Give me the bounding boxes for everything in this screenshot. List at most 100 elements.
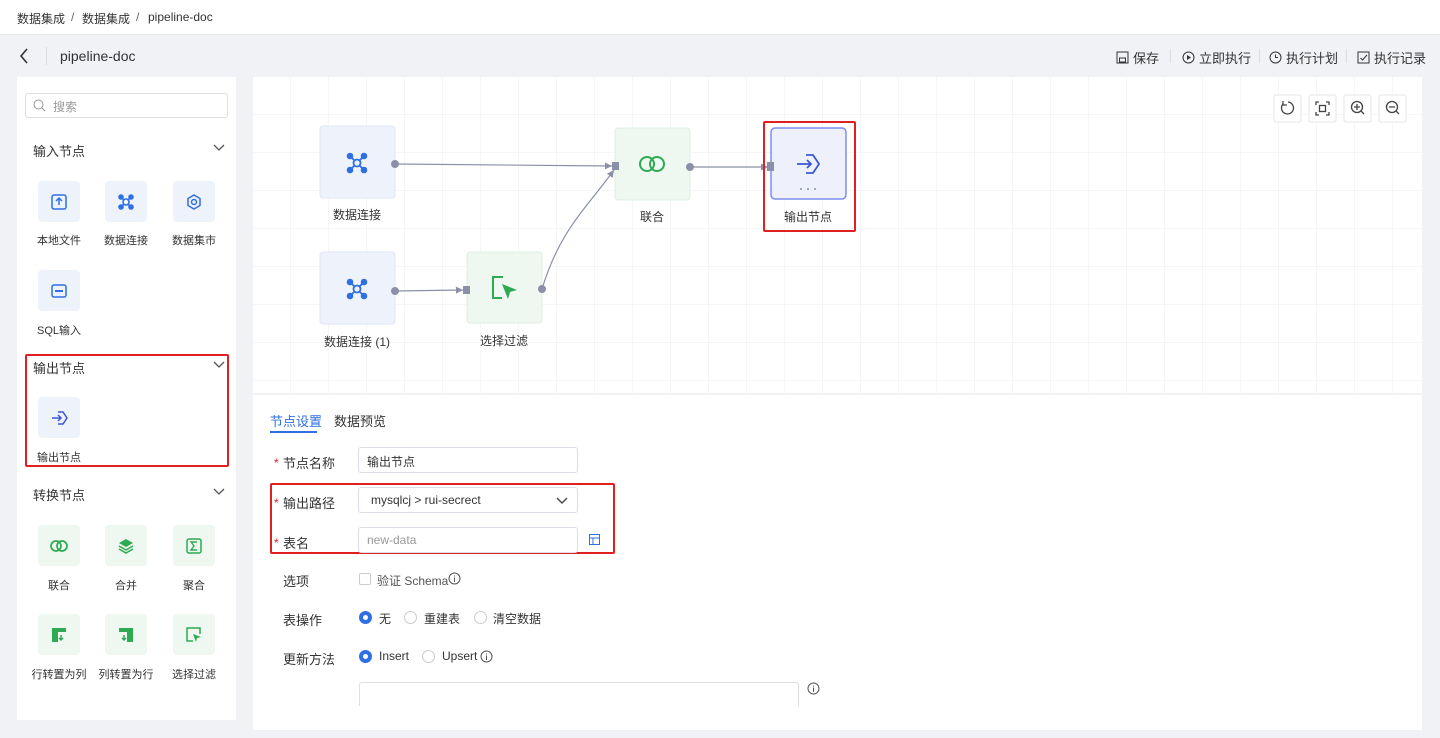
radio-label: 重建表 (424, 612, 461, 626)
palette-node[interactable] (105, 614, 147, 655)
info-icon[interactable] (448, 572, 461, 585)
search-placeholder: 搜索 (53, 100, 78, 114)
radio-label: Insert (379, 649, 410, 663)
divider (1259, 49, 1260, 63)
action-label: 执行计划 (1286, 51, 1339, 66)
radio-label: 无 (379, 612, 392, 626)
tab-underline (270, 431, 317, 433)
group-title[interactable]: 输出节点 (33, 361, 86, 376)
pipeline-canvas[interactable]: 数据连接 数据连接 (1) 选择过滤 联合 (253, 77, 1422, 393)
page-title: pipeline-doc (60, 48, 136, 64)
collapse-icon[interactable] (212, 487, 226, 497)
flow-node[interactable]: 数据连接 (319, 125, 399, 222)
required-mark: * (274, 496, 279, 510)
node-label: 选择过滤 (480, 334, 528, 348)
back-button[interactable] (17, 46, 31, 66)
fit-button[interactable] (1308, 94, 1337, 123)
palette-node-label: 列转置为行 (98, 669, 154, 681)
required-mark: * (274, 456, 279, 470)
checkbox-label: 验证 Schema (377, 574, 449, 588)
settings-panel (253, 395, 1422, 730)
required-mark: * (274, 536, 279, 550)
history-button[interactable]: 执行记录 (1357, 48, 1426, 67)
tab-bar (253, 434, 1422, 435)
save-button[interactable]: 保存 (1116, 48, 1159, 67)
palette-node-label: 聚合 (183, 580, 205, 592)
schedule-button[interactable]: 执行计划 (1269, 48, 1338, 67)
node-label: 数据连接 (1) (324, 334, 390, 349)
collapse-icon[interactable] (212, 143, 226, 153)
textarea[interactable] (359, 682, 799, 706)
run-button[interactable]: 立即执行 (1182, 48, 1251, 67)
text-input[interactable]: new-data (358, 527, 578, 553)
highlight-box (763, 121, 856, 232)
tab[interactable]: 数据预览 (334, 414, 387, 429)
field-label: 选项 (283, 574, 310, 589)
tab-active[interactable]: 节点设置 (270, 414, 323, 429)
radio[interactable] (474, 611, 487, 624)
group-title[interactable]: 输入节点 (33, 144, 86, 159)
field-label: 表操作 (283, 613, 323, 628)
top-bar (0, 0, 1440, 35)
highlight-box (270, 483, 615, 554)
flow-node[interactable]: 联合 (612, 127, 694, 224)
palette-node-label: SQL输入 (36, 325, 81, 337)
select-input[interactable]: mysqlcj > rui-secrect (358, 487, 578, 513)
info-icon[interactable] (807, 682, 820, 695)
field-label: 表名 (283, 536, 310, 551)
radio-selected[interactable] (359, 611, 372, 624)
action-label: 执行记录 (1374, 51, 1427, 66)
action-label: 保存 (1133, 51, 1160, 66)
highlight-box (25, 354, 229, 467)
flow-node[interactable]: 选择过滤 (463, 251, 546, 348)
input-placeholder: new-data (367, 533, 417, 547)
radio-label: Upsert (442, 649, 478, 663)
radio-selected[interactable] (359, 650, 372, 663)
search-icon (33, 99, 46, 112)
field-label: 输出路径 (283, 496, 336, 511)
breadcrumb-separator: / (136, 10, 140, 24)
palette-node[interactable] (38, 397, 80, 438)
radio[interactable] (404, 611, 417, 624)
palette-node[interactable] (38, 181, 80, 222)
breadcrumb-separator: / (71, 10, 75, 24)
flow-node[interactable]: 数据连接 (1) (319, 251, 399, 349)
breadcrumb-item[interactable]: 数据集成 (82, 12, 131, 26)
group-title[interactable]: 转换节点 (33, 488, 86, 503)
edges (394, 162, 768, 294)
palette-node[interactable] (38, 525, 80, 566)
reset-button[interactable] (1273, 94, 1302, 123)
divider (1346, 49, 1347, 63)
palette-node-label: 输出节点 (37, 452, 81, 464)
divider (46, 47, 47, 65)
palette-node[interactable] (173, 181, 215, 222)
palette-node[interactable] (173, 614, 215, 655)
dropdown-icon (556, 497, 568, 504)
checkbox[interactable] (359, 573, 371, 585)
divider (1170, 49, 1171, 63)
table-picker-icon[interactable] (588, 533, 601, 546)
palette-node[interactable] (38, 270, 80, 311)
palette-node-label: 本地文件 (37, 235, 81, 247)
node-label: 联合 (640, 209, 664, 224)
action-label: 立即执行 (1199, 51, 1252, 66)
palette-node[interactable] (38, 614, 80, 655)
palette-node-label: 联合 (48, 580, 70, 592)
breadcrumb-item[interactable]: 数据集成 (17, 12, 66, 26)
info-icon[interactable] (480, 650, 493, 663)
palette-node-label: 数据连接 (104, 235, 148, 247)
palette-node-label: 选择过滤 (172, 669, 216, 681)
zoom-out-button[interactable] (1378, 94, 1407, 123)
collapse-icon[interactable] (212, 360, 226, 370)
palette-node-label: 数据集市 (172, 235, 216, 247)
palette-node[interactable] (105, 525, 147, 566)
text-input[interactable]: 输出节点 (358, 447, 578, 473)
field-label: 节点名称 (283, 456, 336, 471)
flow-node[interactable]: 输出节点 (767, 127, 847, 224)
palette-node[interactable] (173, 525, 215, 566)
palette-node[interactable] (105, 181, 147, 222)
radio[interactable] (422, 650, 435, 663)
field-label: 更新方法 (283, 652, 336, 667)
search-input[interactable]: 搜索 (25, 93, 228, 118)
